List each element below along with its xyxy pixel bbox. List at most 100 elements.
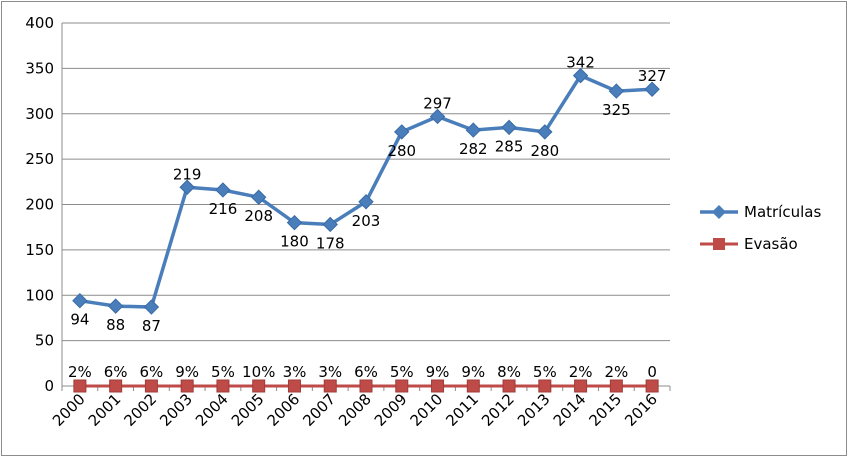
data-label-evasao: 9% <box>461 363 485 381</box>
data-label-evasao: 9% <box>426 363 450 381</box>
legend-marker-matriculas <box>712 205 726 219</box>
data-label-matriculas: 88 <box>106 316 125 334</box>
data-label-evasao: 6% <box>140 363 164 381</box>
data-point-evasao <box>538 379 552 393</box>
x-tick-label: 2003 <box>156 390 196 430</box>
data-point-matriculas <box>250 189 267 205</box>
data-label-matriculas: 342 <box>566 54 595 72</box>
y-tick-label: 250 <box>25 150 54 168</box>
data-label-evasao: 5% <box>533 363 557 381</box>
x-tick-label: 2009 <box>371 390 411 430</box>
data-point-evasao <box>645 379 659 393</box>
x-tick-label: 2014 <box>550 390 590 430</box>
data-label-matriculas: 203 <box>352 212 381 230</box>
data-point-matriculas <box>215 182 231 198</box>
data-point-evasao <box>216 379 230 393</box>
y-tick-label: 300 <box>25 105 54 123</box>
x-tick-label: 2005 <box>228 390 268 430</box>
y-tick-label: 150 <box>25 241 54 259</box>
x-tick-label: 2006 <box>264 390 304 430</box>
data-label-evasao: 6% <box>104 363 128 381</box>
data-point-evasao <box>609 379 623 393</box>
data-label-evasao: 5% <box>211 363 235 381</box>
data-point-evasao <box>144 379 158 393</box>
x-tick-label: 2013 <box>514 390 554 430</box>
data-point-matriculas <box>322 216 338 233</box>
legend-label-evasao: Evasão <box>744 235 798 253</box>
data-point-evasao <box>109 379 123 393</box>
data-point-evasao <box>252 379 266 393</box>
data-label-matriculas: 216 <box>209 200 238 218</box>
data-point-matriculas <box>537 124 553 140</box>
data-point-evasao <box>395 379 409 393</box>
data-label-evasao: 6% <box>354 363 378 381</box>
data-label-matriculas: 180 <box>280 233 309 251</box>
data-point-matriculas <box>107 298 124 314</box>
data-point-matriculas <box>286 214 303 231</box>
data-point-matriculas <box>572 67 589 84</box>
x-tick-label: 2010 <box>407 390 447 430</box>
data-point-evasao <box>502 379 516 393</box>
data-label-evasao: 2% <box>569 363 593 381</box>
y-tick-label: 200 <box>25 196 54 214</box>
data-point-matriculas <box>394 124 410 140</box>
data-label-matriculas: 327 <box>638 67 667 85</box>
data-label-evasao: 0 <box>647 363 657 381</box>
data-point-matriculas <box>143 299 160 315</box>
data-label-matriculas: 219 <box>173 165 202 183</box>
data-point-evasao <box>359 379 373 393</box>
data-point-evasao <box>73 379 87 393</box>
data-point-matriculas <box>72 292 88 309</box>
data-point-evasao <box>466 379 480 393</box>
data-label-matriculas: 208 <box>244 207 273 225</box>
data-point-matriculas <box>465 122 482 138</box>
data-label-matriculas: 178 <box>316 234 345 252</box>
data-label-evasao: 10% <box>242 363 275 381</box>
legend-label-matriculas: Matrículas <box>744 203 821 221</box>
data-point-evasao <box>323 379 337 393</box>
x-tick-label: 2007 <box>299 390 339 430</box>
data-label-evasao: 9% <box>175 363 199 381</box>
legend-marker-evasao <box>713 238 725 250</box>
y-tick-label: 400 <box>25 14 54 32</box>
data-label-matriculas: 285 <box>495 137 524 155</box>
y-tick-label: 0 <box>44 377 54 395</box>
x-tick-label: 2016 <box>621 390 661 430</box>
x-tick-label: 2004 <box>192 390 232 430</box>
data-label-matriculas: 280 <box>387 142 416 160</box>
y-tick-label: 100 <box>25 286 54 304</box>
data-label-matriculas: 87 <box>142 317 161 335</box>
data-label-evasao: 2% <box>604 363 628 381</box>
data-label-evasao: 5% <box>390 363 414 381</box>
data-point-evasao <box>431 379 445 393</box>
x-tick-label: 2011 <box>442 390 482 430</box>
x-tick-label: 2001 <box>85 390 125 430</box>
data-point-evasao <box>287 379 301 393</box>
data-point-matriculas <box>644 81 660 97</box>
series-line-matriculas <box>79 73 653 309</box>
data-label-evasao: 3% <box>283 363 307 381</box>
data-label-matriculas: 280 <box>531 142 560 160</box>
x-tick-label: 2012 <box>478 390 518 430</box>
data-label-matriculas: 325 <box>602 101 631 119</box>
x-tick-label: 2000 <box>49 390 89 430</box>
data-point-matriculas <box>501 119 517 136</box>
data-label-matriculas: 297 <box>423 94 452 112</box>
data-label-evasao: 2% <box>68 363 92 381</box>
data-label-matriculas: 94 <box>70 311 89 329</box>
data-label-evasao: 8% <box>497 363 521 381</box>
data-point-evasao <box>574 379 588 393</box>
data-point-matriculas <box>429 108 446 125</box>
data-label-matriculas: 282 <box>459 140 488 158</box>
x-tick-label: 2015 <box>585 390 625 430</box>
data-point-matriculas <box>608 83 625 99</box>
data-label-evasao: 3% <box>318 363 342 381</box>
y-tick-label: 350 <box>25 59 54 77</box>
y-tick-label: 50 <box>35 332 54 350</box>
data-point-evasao <box>180 379 194 393</box>
data-point-matriculas <box>358 194 374 210</box>
x-tick-label: 2008 <box>335 390 375 430</box>
data-point-matriculas <box>179 179 195 195</box>
